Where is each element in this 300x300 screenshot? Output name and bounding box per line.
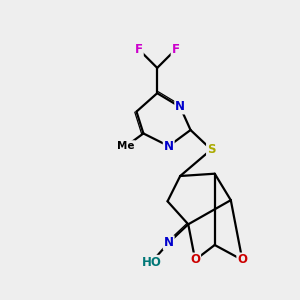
Text: N: N: [164, 140, 174, 153]
Text: O: O: [237, 254, 247, 266]
Text: F: F: [172, 43, 180, 56]
Text: O: O: [190, 254, 200, 266]
Text: S: S: [207, 143, 215, 156]
Text: F: F: [135, 43, 143, 56]
Text: N: N: [175, 100, 185, 113]
Text: Me: Me: [117, 141, 135, 151]
Text: HO: HO: [142, 256, 161, 269]
Text: N: N: [164, 236, 174, 249]
